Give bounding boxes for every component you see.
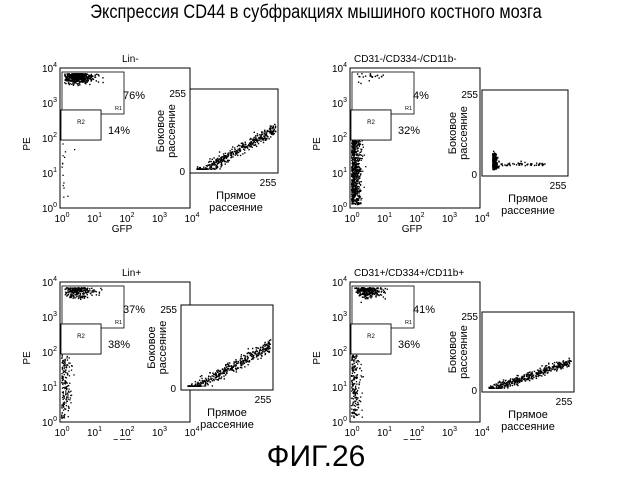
inset-scatter: 2550255ПрямоерассеяниеБоковоерассеяние [447,90,568,217]
x-tick-label: 104 [474,426,489,439]
panel-1: R2R1Lin-76%14%10010110210310410010110210… [22,54,278,235]
inset-y-max: 255 [169,89,186,100]
gate-r2-percent: 14% [108,125,130,137]
y-axis-title: PE [312,351,323,365]
gate-r1-label: R1 [405,320,412,326]
y-tick-label: 101 [332,381,347,394]
gate-r1-percent: 37% [123,304,145,316]
inset-frame [181,305,273,390]
inset-origin: 0 [179,167,185,178]
y-axis-title: PE [22,351,33,365]
gate-r2-label: R2 [367,334,375,340]
y-tick-label: 103 [332,311,347,324]
y-tick-label: 101 [332,167,347,180]
inset-origin: 0 [471,386,477,397]
x-tick-label: 101 [377,426,392,439]
figure-canvas: R2 R1 Lin- 76% 14% 100 101 102 103 104 100 101 102 10… [0,0,632,440]
x-axis-title: GFP [112,224,133,235]
x-tick-label: 101 [377,212,392,225]
inset-x-max: 255 [255,395,272,406]
inset-y-max: 255 [461,90,478,101]
y-tick-label: 101 [42,167,57,180]
panel-3: R2R1Lin+37%38%10010110210310410010110210… [22,268,273,440]
gate-r1-label: R1 [405,106,412,112]
inset-scatter: 2550255ПрямоерассеяниеБоковоерассеяние [447,312,574,433]
x-tick-label: 104 [184,212,199,225]
y-axis-title: PE [312,137,323,151]
inset-origin: 0 [471,170,477,181]
gate-r2-label: R2 [367,120,375,126]
gate-r2-label: R2 [77,120,85,126]
inset-y-title-2: рассеяние [166,104,178,158]
gate-r1-label: R1 [115,320,122,326]
y-tick-label: 102 [332,346,347,359]
inset-x-title-2: рассеяние [501,205,555,217]
panel-2: R2 R1 CD31-/CD334-/CD11b- 4% 32% 100 101 102 103… [312,54,568,235]
panel-label: CD31-/CD334-/CD11b- [354,54,457,65]
gate-r1-label: R1 [115,106,122,112]
inset-x-title-2: рассеяние [501,421,555,433]
inset-y-title-2: рассеяние [157,321,169,375]
x-tick-label: 101 [87,212,102,225]
figure-label: ФИГ.26 [0,440,632,474]
inset-scatter: 2550255ПрямоерассеяниеБоковоерассеяние [155,89,278,214]
y-tick-label: 102 [332,132,347,145]
y-tick-label: 104 [42,276,57,289]
inset-y-max: 255 [160,305,177,316]
inset-y-title-2: рассеяние [458,325,470,379]
inset-origin: 0 [170,384,176,395]
gate-r2-label: R2 [77,334,85,340]
inset-x-title-1: Прямое [508,193,548,205]
gate-r2-percent: 38% [108,339,130,351]
x-tick-label: 103 [152,426,167,439]
inset-x-title-2: рассеяние [200,419,254,431]
inset-x-max: 255 [556,397,573,408]
inset-x-max: 255 [260,178,277,189]
gate-r1-percent: 4% [413,90,429,102]
y-tick-label: 104 [42,62,57,75]
inset-scatter: 2550255ПрямоерассеяниеБоковоерассеяние [146,305,273,431]
x-axis-title: GFP [402,224,423,235]
y-tick-label: 102 [42,346,57,359]
x-tick-label: 104 [184,426,199,439]
x-tick-label: 103 [152,212,167,225]
y-tick-label: 102 [42,132,57,145]
inset-x-title-1: Прямое [508,409,548,421]
panel-4: R2 R1 CD31+/CD334+/CD11b+ 41% 36% 100 101 102 10… [312,268,574,440]
x-tick-label: 103 [442,426,457,439]
inset-y-title-2: рассеяние [458,106,470,160]
y-tick-label: 103 [42,97,57,110]
inset-x-title-2: рассеяние [209,202,263,214]
inset-x-title-1: Прямое [216,190,256,202]
inset-y-max: 255 [461,312,478,323]
x-tick-label: 100 [54,426,69,439]
x-tick-label: 101 [87,426,102,439]
y-tick-label: 103 [332,97,347,110]
y-tick-label: 103 [42,311,57,324]
x-tick-label: 104 [474,212,489,225]
x-tick-label: 100 [54,212,69,225]
x-tick-label: 100 [344,212,359,225]
inset-x-title-1: Прямое [207,407,247,419]
x-tick-label: 103 [442,212,457,225]
panel-label: Lin- [122,54,139,65]
gate-r1-percent: 76% [123,90,145,102]
y-tick-label: 104 [332,62,347,75]
y-axis-title: PE [22,137,33,151]
y-tick-label: 104 [332,276,347,289]
gate-r2-percent: 32% [398,125,420,137]
gate-r2-percent: 36% [398,339,420,351]
inset-x-max: 255 [550,181,567,192]
x-tick-label: 100 [344,426,359,439]
panel-label: Lin+ [122,268,141,279]
y-tick-label: 101 [42,381,57,394]
gate-r1-percent: 41% [413,304,435,316]
panel-label: CD31+/CD334+/CD11b+ [354,268,464,279]
